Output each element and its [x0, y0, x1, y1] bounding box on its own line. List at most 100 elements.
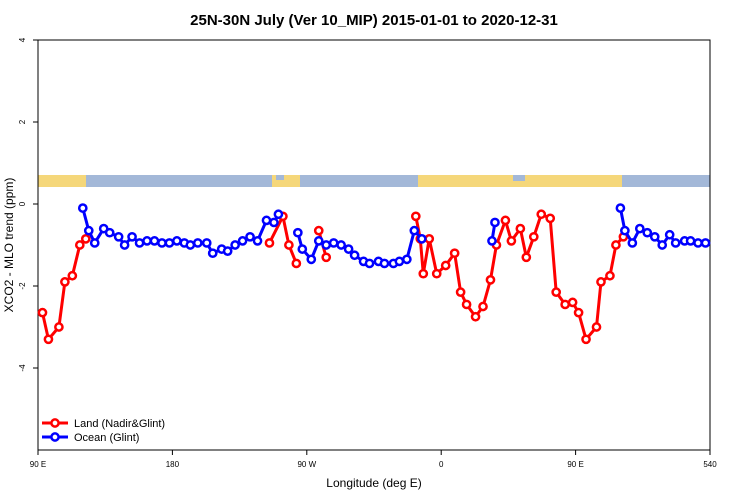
data-point: [591, 322, 602, 332]
data-point: [402, 254, 412, 265]
data-point: [470, 311, 481, 322]
legend-marker: [50, 418, 60, 428]
data-point: [80, 234, 91, 244]
data-point: [615, 203, 626, 213]
data-point: [119, 240, 130, 250]
data-point: [292, 227, 303, 238]
data-point: [685, 236, 696, 246]
y-tick-label: 4: [18, 37, 27, 42]
data-point: [410, 211, 421, 222]
data-point: [60, 277, 70, 287]
data-point: [54, 322, 64, 332]
data-point: [142, 236, 152, 246]
data-point: [245, 231, 255, 242]
data-point: [379, 258, 390, 269]
data-point: [573, 307, 584, 318]
data-point: [149, 236, 160, 246]
data-point: [185, 240, 196, 250]
data-point: [455, 287, 466, 297]
data-point: [506, 236, 517, 246]
data-point: [321, 252, 332, 263]
data-point: [521, 252, 532, 263]
y-tick-label: 2: [18, 119, 27, 124]
x-tick-label: 90 E: [30, 460, 46, 469]
data-point: [657, 240, 668, 250]
data-point: [642, 227, 653, 238]
data-point: [551, 287, 562, 297]
y-axis-label: XCO2 - MLO trend (ppm): [2, 178, 16, 313]
data-point: [485, 275, 496, 285]
data-point: [424, 234, 435, 244]
land-strip: [38, 175, 86, 187]
x-tick-label: 90 E: [567, 460, 583, 469]
data-point: [284, 240, 294, 250]
data-point: [490, 217, 500, 228]
data-point: [252, 236, 263, 246]
data-point: [222, 246, 233, 256]
data-point: [261, 215, 272, 226]
data-point: [418, 268, 429, 279]
data-point: [157, 238, 167, 248]
legend-label: Land (Nadir&Glint): [74, 418, 165, 430]
data-point: [273, 209, 284, 220]
data-point: [306, 254, 317, 265]
data-point: [581, 334, 591, 345]
data-point: [664, 229, 675, 240]
x-axis-label: Longitude (deg E): [326, 476, 421, 490]
data-point: [127, 231, 137, 242]
data-point: [634, 223, 645, 234]
data-point: [449, 248, 460, 259]
data-point: [89, 238, 100, 248]
data-point: [416, 234, 427, 244]
data-point: [104, 227, 115, 238]
x-tick-label: 540: [703, 460, 717, 469]
x-tick-label: 90 W: [297, 460, 316, 469]
data-point: [431, 268, 442, 279]
data-point: [113, 231, 124, 242]
data-point: [321, 240, 332, 250]
data-point: [567, 297, 578, 308]
data-point: [649, 231, 660, 242]
data-point: [394, 256, 405, 267]
data-point: [172, 236, 182, 246]
data-point: [611, 240, 621, 250]
legend-label: Ocean (Glint): [74, 432, 139, 444]
data-point: [328, 238, 339, 248]
data-point: [596, 277, 606, 287]
data-point: [700, 238, 711, 248]
data-point: [440, 260, 451, 271]
data-point: [74, 240, 85, 250]
data-point: [164, 238, 175, 248]
data-point: [528, 231, 539, 242]
data-point: [201, 238, 212, 248]
x-tick-label: 0: [439, 460, 444, 469]
data-point: [207, 248, 218, 259]
data-point: [670, 238, 681, 248]
data-point: [83, 225, 94, 236]
data-point: [560, 299, 570, 310]
data-point: [343, 244, 354, 254]
data-point: [536, 209, 547, 220]
data-point: [230, 240, 240, 250]
data-point: [627, 238, 638, 248]
chart-title: 25N-30N July (Ver 10_MIP) 2015-01-01 to …: [190, 12, 558, 29]
y-tick-label: 0: [18, 201, 27, 206]
data-point: [409, 225, 420, 236]
ocean-strip: [276, 175, 284, 180]
data-point: [605, 270, 615, 281]
data-point: [269, 217, 279, 228]
data-point: [545, 213, 556, 224]
data-point: [500, 215, 511, 226]
legend-marker: [50, 432, 60, 442]
data-point: [297, 244, 308, 254]
data-point: [364, 258, 375, 269]
data-point: [620, 225, 630, 236]
data-point: [515, 223, 526, 234]
data-point: [134, 238, 145, 248]
land-ocean-strip: [38, 175, 710, 187]
data-point: [192, 238, 203, 248]
data-point: [291, 258, 302, 269]
data-point: [693, 238, 703, 248]
data-point: [237, 236, 248, 246]
